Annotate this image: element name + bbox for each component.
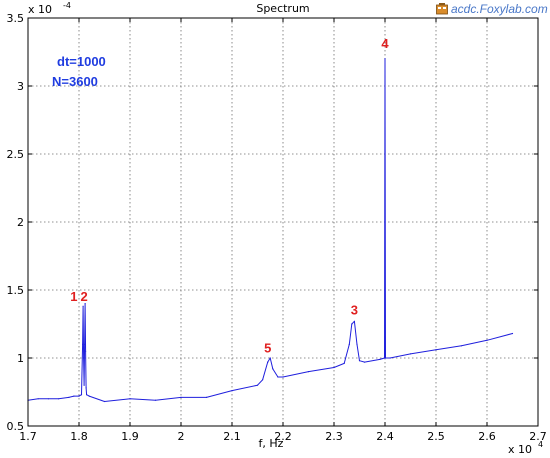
y-multiplier: x 10 — [28, 3, 52, 16]
x-tick-label: 1.9 — [121, 430, 139, 443]
spectrum-point — [82, 305, 84, 307]
spectrum-point — [460, 345, 463, 347]
x-multiplier-exponent: 4 — [538, 440, 543, 449]
spectrum-point — [180, 396, 182, 398]
spectrum-point — [389, 357, 391, 359]
y-multiplier-exponent: -4 — [63, 1, 71, 10]
spectrum-point — [364, 361, 366, 363]
x-tick-label: 2.1 — [223, 430, 241, 443]
y-exponent: x 10 -4 — [28, 1, 71, 16]
spectrum-point — [73, 395, 75, 397]
y-tick-label: 1.5 — [7, 284, 25, 297]
peak-label-3: 3 — [351, 302, 358, 317]
peak-annotations: 1 2 3 4 5 — [70, 36, 389, 356]
spectrum-point — [78, 395, 80, 397]
spectrum-point — [384, 357, 387, 359]
spectrum-point — [358, 360, 361, 362]
spectrum-point — [269, 357, 271, 359]
spectrum-point — [83, 357, 85, 359]
spectrum-point — [205, 396, 208, 398]
spectrum-point — [256, 384, 259, 386]
x-tick-label: 1.7 — [19, 430, 37, 443]
x-tick-label: 2 — [178, 430, 185, 443]
y-tick-label: 1 — [17, 352, 24, 365]
param-n: N=3600 — [52, 74, 98, 89]
spectrum-point — [103, 400, 106, 403]
spectrum-point — [277, 376, 279, 378]
spectrum-point — [356, 343, 358, 345]
spectrum-point — [47, 398, 50, 400]
x-tick-label: 1.8 — [70, 430, 88, 443]
spectrum-point — [68, 396, 70, 398]
spectrum-point — [351, 323, 353, 325]
param-dt: dt=1000 — [57, 54, 106, 69]
spectrum-point — [435, 349, 437, 351]
spectrum-point — [353, 320, 355, 322]
spectrum-point — [409, 353, 412, 355]
spectrum-point — [80, 394, 83, 396]
foxylab-logo-icon — [436, 3, 448, 15]
spectrum-point — [486, 339, 488, 341]
watermark-text: acdc.Foxylab.com — [451, 2, 548, 16]
x-tick-label: 2.3 — [325, 430, 343, 443]
x-tick-labels: 1.7 1.8 1.9 2 2.1 2.2 2.3 2.4 2.5 2.6 2.7 — [19, 430, 547, 443]
spectrum-point — [154, 399, 157, 401]
spectrum-point — [282, 376, 284, 378]
parameters-block: dt=1000 N=3600 — [52, 54, 106, 89]
x-multiplier: x 10 — [508, 443, 532, 456]
spectrum-point — [333, 366, 335, 369]
spectrum-point — [272, 368, 274, 370]
x-tick-label: 2.5 — [427, 430, 445, 443]
spectrum-series-line — [27, 58, 513, 402]
spectrum-point — [82, 343, 84, 345]
spectrum-point — [383, 357, 386, 359]
y-tick-label: 3.5 — [7, 12, 25, 25]
spectrum-point — [86, 394, 88, 396]
axes — [27, 17, 539, 427]
spectrum-point — [88, 395, 90, 397]
spectrum-point — [37, 398, 39, 400]
chart-title: Spectrum — [256, 2, 309, 15]
spectrum-point — [85, 350, 87, 352]
series-layer — [27, 58, 514, 403]
spectrum-point — [348, 343, 350, 345]
spectrum-point — [262, 379, 264, 381]
spectrum-point — [231, 390, 233, 392]
spectrum-point — [83, 384, 85, 386]
y-tick-label: 3 — [17, 80, 24, 93]
y-tick-label: 0.5 — [7, 420, 25, 433]
x-exponent: x 10 4 — [508, 440, 543, 456]
y-tick-labels: 0.5 1 1.5 2 2.5 3 3.5 — [7, 12, 25, 433]
peak-label-2: 2 — [80, 289, 87, 304]
y-tick-label: 2.5 — [7, 148, 25, 161]
spectrum-point — [307, 371, 310, 373]
peak-label-4: 4 — [381, 36, 389, 51]
grid — [27, 17, 539, 427]
spectrum-point — [267, 361, 269, 363]
peak-label-5: 5 — [264, 341, 271, 356]
spectrum-point — [85, 387, 87, 389]
spectrum-point — [379, 358, 381, 360]
x-tick-label: 2.2 — [274, 430, 292, 443]
spectrum-point — [511, 332, 514, 335]
spectrum-point — [58, 398, 60, 400]
y-tick-label: 2 — [17, 216, 24, 229]
spectrum-point — [84, 303, 86, 305]
watermark: acdc.Foxylab.com — [436, 0, 548, 18]
peak-label-1: 1 — [70, 289, 77, 304]
spectrum-point — [343, 362, 345, 364]
spectrum-point — [84, 343, 86, 345]
spectrum-point — [384, 58, 386, 60]
x-tick-label: 2.6 — [478, 430, 496, 443]
x-axis-label: f, Hz — [259, 437, 284, 450]
x-tick-label: 2.4 — [376, 430, 394, 443]
x-tick-label: 2.7 — [529, 430, 547, 443]
spectrum-point — [129, 398, 131, 400]
